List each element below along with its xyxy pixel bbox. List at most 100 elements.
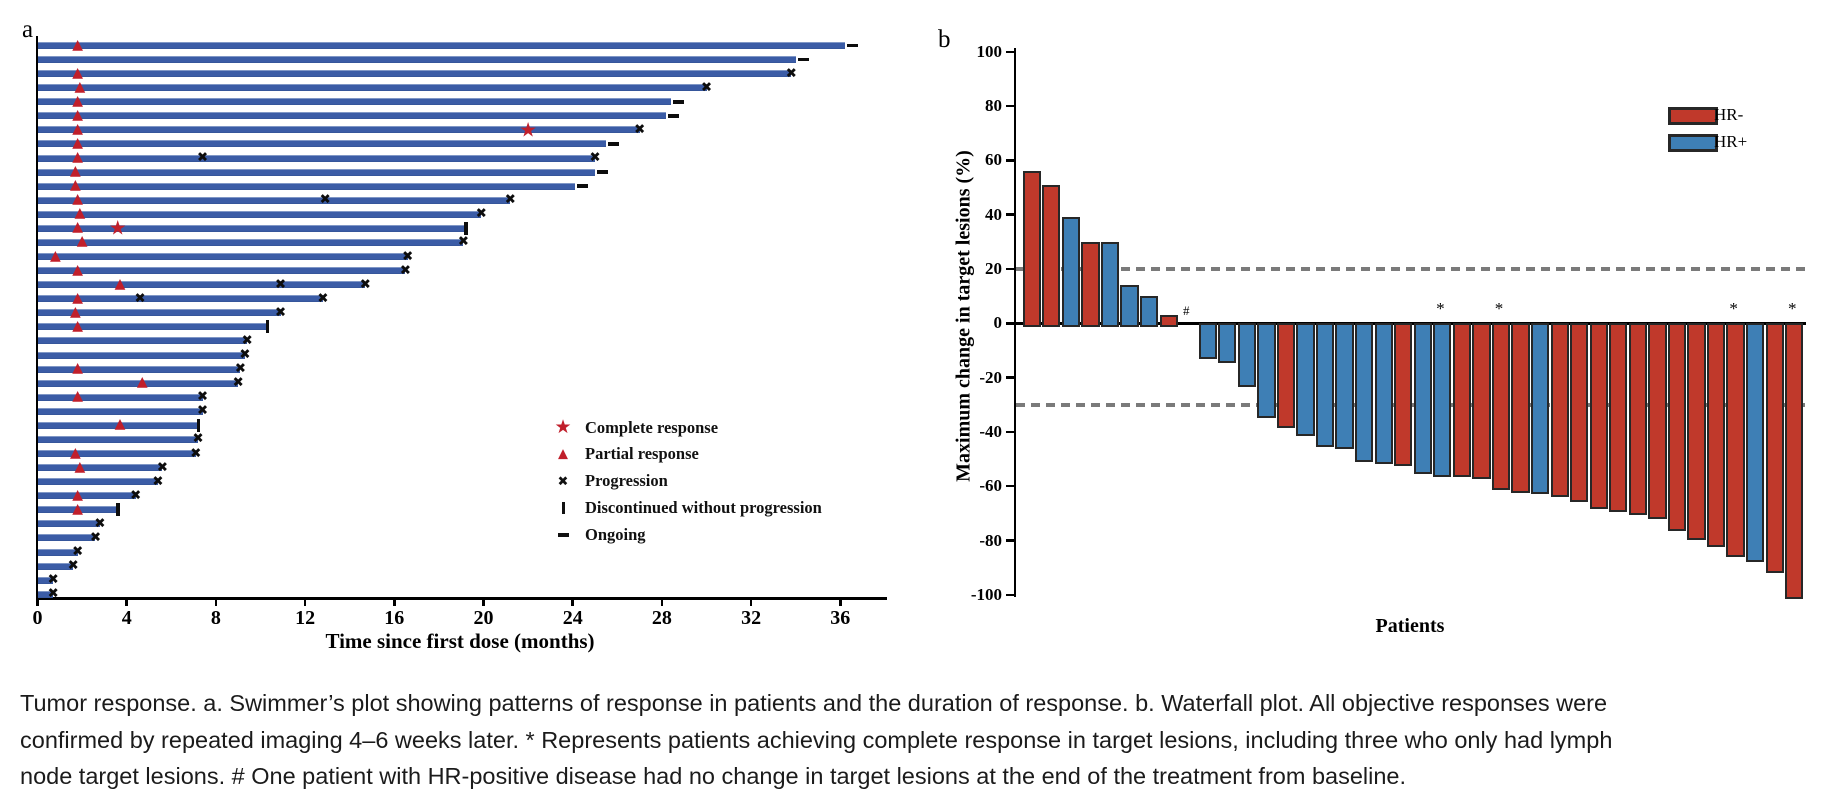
waterfall-bar (1315, 323, 1335, 447)
progression-legend-icon: ✖ (557, 474, 569, 490)
progression-marker: ✖ (196, 402, 209, 419)
caption-line: Tumor response. a. Swimmer’s plot showin… (20, 690, 1608, 716)
discontinued-marker (116, 503, 120, 517)
swimmer-bar (37, 562, 74, 570)
complete-response-asterisk: * (1729, 299, 1738, 319)
progression-marker: ✖ (274, 275, 287, 292)
swimmer-bar (37, 140, 607, 148)
waterfall-bar (1374, 323, 1393, 465)
waterfall-legend-swatch (1668, 134, 1718, 152)
progression-marker: ✖ (156, 458, 169, 475)
partial-response-legend-icon: ▲ (558, 446, 568, 462)
waterfall-bar (1530, 323, 1550, 495)
no-change-hash: # (1182, 303, 1190, 319)
swimmer-bar (37, 84, 707, 92)
panel-a-label: a (22, 16, 34, 43)
swimmer-bar (37, 520, 100, 528)
progression-marker: ✖ (134, 290, 146, 306)
waterfall-bar (1648, 323, 1667, 519)
discontinued-marker (265, 320, 270, 334)
swimmer-bar (37, 435, 199, 443)
progression-marker: ✖ (589, 149, 601, 166)
partial-response-marker: ▲ (72, 219, 84, 236)
swimmer-x-tick-label: 24 (562, 607, 583, 629)
waterfall-y-tick (1005, 50, 1014, 53)
ongoing-marker (672, 100, 684, 104)
ongoing-marker (797, 57, 809, 62)
waterfall-bar (1198, 323, 1217, 359)
progression-marker: ✖ (196, 388, 209, 405)
partial-response-marker: ▲ (72, 360, 84, 377)
caption-line: node target lesions. # One patient with … (20, 763, 1407, 789)
ongoing-marker (597, 170, 608, 174)
partial-response-marker: ▲ (72, 318, 84, 335)
waterfall-bar (1061, 217, 1081, 328)
progression-marker: ✖ (319, 191, 331, 208)
waterfall-bar (1765, 323, 1784, 574)
partial-response-marker: ▲ (72, 92, 84, 109)
swimmer-y-axis-line (35, 36, 38, 599)
waterfall-legend-label: HR- (1714, 105, 1744, 124)
caption-line: confirmed by repeated imaging 4–6 weeks … (20, 726, 1613, 753)
waterfall-y-tick-label: 100 (976, 41, 1003, 61)
swimmer-bar (37, 295, 323, 303)
swimmer-plot: 0 4 8 12 16 20 24 28 32 36 ▲ ▲ ✖ ▲ ✖ ▲ ▲ ▲ ★ ✖ ▲ ▲ ✖ ✖ ▲ ▲ ▲ ✖ ✖ ▲ ✖ ▲ ★… (0, 0, 920, 680)
waterfall-bar (1433, 323, 1452, 477)
partial-response-marker: ▲ (72, 500, 84, 517)
waterfall-y-tick-label: 80 (985, 96, 1002, 116)
partial-response-marker: ▲ (136, 374, 148, 391)
swimmer-bar (37, 70, 792, 78)
swimmer-bar (37, 337, 248, 345)
progression-marker: ✖ (700, 78, 713, 95)
progression-marker: ✖ (274, 304, 287, 321)
swimmer-x-axis-line (35, 597, 887, 600)
waterfall-bar (1296, 323, 1315, 436)
complete-response-asterisk: * (1436, 299, 1445, 319)
progression-marker: ✖ (67, 557, 79, 574)
waterfall-bar (1550, 323, 1569, 498)
progression-marker: ✖ (234, 360, 247, 377)
swimmer-x-tick (749, 599, 753, 606)
waterfall-y-tick-label: -80 (979, 530, 1002, 550)
waterfall-bar (1687, 323, 1706, 541)
waterfall-bar (1511, 323, 1530, 493)
partial-response-marker: ▲ (72, 121, 84, 138)
swimmer-bar (37, 168, 595, 176)
partial-response-marker: ▲ (72, 261, 84, 278)
swimmer-bar (37, 98, 671, 106)
progression-marker: ✖ (504, 191, 516, 208)
swimmer-bar (37, 210, 482, 218)
discontinued-marker (464, 221, 468, 235)
progression-marker: ✖ (129, 486, 142, 503)
swimmer-bar (37, 450, 196, 458)
progression-marker: ✖ (152, 472, 164, 489)
waterfall-y-tick (1005, 593, 1014, 597)
swimmer-bar (37, 154, 595, 162)
complete-response-asterisk: * (1788, 299, 1797, 319)
waterfall-bar (1667, 323, 1687, 531)
waterfall-bar (1335, 323, 1354, 450)
partial-response-marker: ▲ (74, 458, 86, 475)
progression-marker: ✖ (47, 585, 59, 602)
swimmer-x-tick (839, 599, 842, 606)
swimmer-legend-label: Partial response (585, 444, 699, 464)
discontinued-legend-icon (561, 502, 565, 515)
waterfall-y-tick-label: -40 (979, 421, 1002, 441)
progression-marker: ✖ (399, 261, 412, 278)
partial-response-marker: ▲ (72, 486, 84, 503)
swimmer-bar (37, 253, 408, 261)
progression-marker: ✖ (475, 205, 487, 222)
progression-marker: ✖ (633, 121, 646, 138)
waterfall-y-axis-title: Maximum change in target lesions (%) (952, 150, 975, 482)
waterfall-bar (1491, 323, 1511, 491)
swimmer-bar (37, 196, 511, 204)
waterfall-legend-label: HR+ (1714, 132, 1748, 151)
waterfall-y-tick-label: -100 (970, 584, 1002, 604)
threshold-line (1016, 267, 1806, 271)
waterfall-bar (1042, 184, 1061, 328)
waterfall-y-tick-label: -60 (979, 476, 1002, 496)
waterfall-y-tick (1005, 104, 1014, 108)
partial-response-marker: ▲ (72, 388, 84, 405)
swimmer-x-tick (571, 599, 574, 606)
waterfall-plot: 100 80 60 40 20 0 -20 -40 -60 -80 -100 # * * * * HR- HR+ (900, 0, 1835, 680)
